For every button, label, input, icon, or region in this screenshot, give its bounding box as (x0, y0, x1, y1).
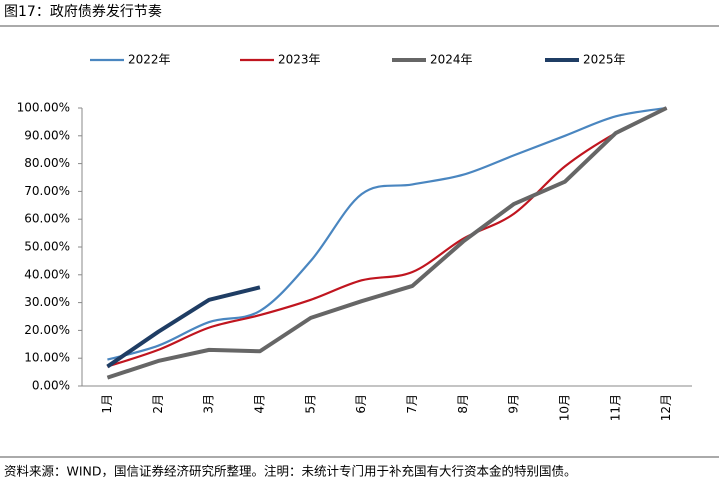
x-tick-label: 12月 (659, 394, 673, 421)
x-tick-label: 1月 (100, 394, 114, 414)
x-tick-label: 5月 (303, 394, 317, 414)
legend-label: 2022年 (128, 53, 171, 67)
y-tick-label: 20.00% (24, 323, 70, 337)
y-tick-label: 100.00% (17, 101, 70, 115)
y-tick-label: 60.00% (24, 212, 70, 226)
y-tick-label: 80.00% (24, 156, 70, 170)
y-tick-label: 0.00% (32, 379, 70, 393)
x-tick-label: 10月 (557, 394, 571, 421)
x-tick-label: 6月 (354, 394, 368, 414)
x-tick-label: 2月 (151, 394, 165, 414)
x-tick-label: 8月 (456, 394, 470, 414)
y-tick-label: 40.00% (24, 267, 70, 281)
x-tick-label: 3月 (202, 394, 216, 414)
y-tick-label: 10.00% (24, 351, 70, 365)
x-tick-label: 4月 (252, 394, 266, 414)
footnote: 资料来源：WIND，国信证券经济研究所整理。注明：未统计专门用于补充国有大行资本… (4, 464, 577, 479)
x-tick-label: 9月 (507, 394, 521, 414)
series-line (107, 107, 668, 368)
series-line (106, 106, 668, 380)
x-tick-label: 11月 (608, 394, 622, 421)
y-tick-label: 90.00% (24, 128, 70, 142)
y-tick-label: 30.00% (24, 295, 70, 309)
chart-title: 图17：政府债券发行节奏 (4, 4, 162, 20)
series-line (107, 106, 667, 361)
legend-label: 2024年 (430, 53, 473, 67)
legend-label: 2025年 (583, 53, 626, 67)
series-line (106, 285, 261, 369)
legend-label: 2023年 (278, 53, 321, 67)
y-tick-label: 70.00% (24, 184, 70, 198)
x-tick-label: 7月 (405, 394, 419, 414)
y-tick-label: 50.00% (24, 240, 70, 254)
